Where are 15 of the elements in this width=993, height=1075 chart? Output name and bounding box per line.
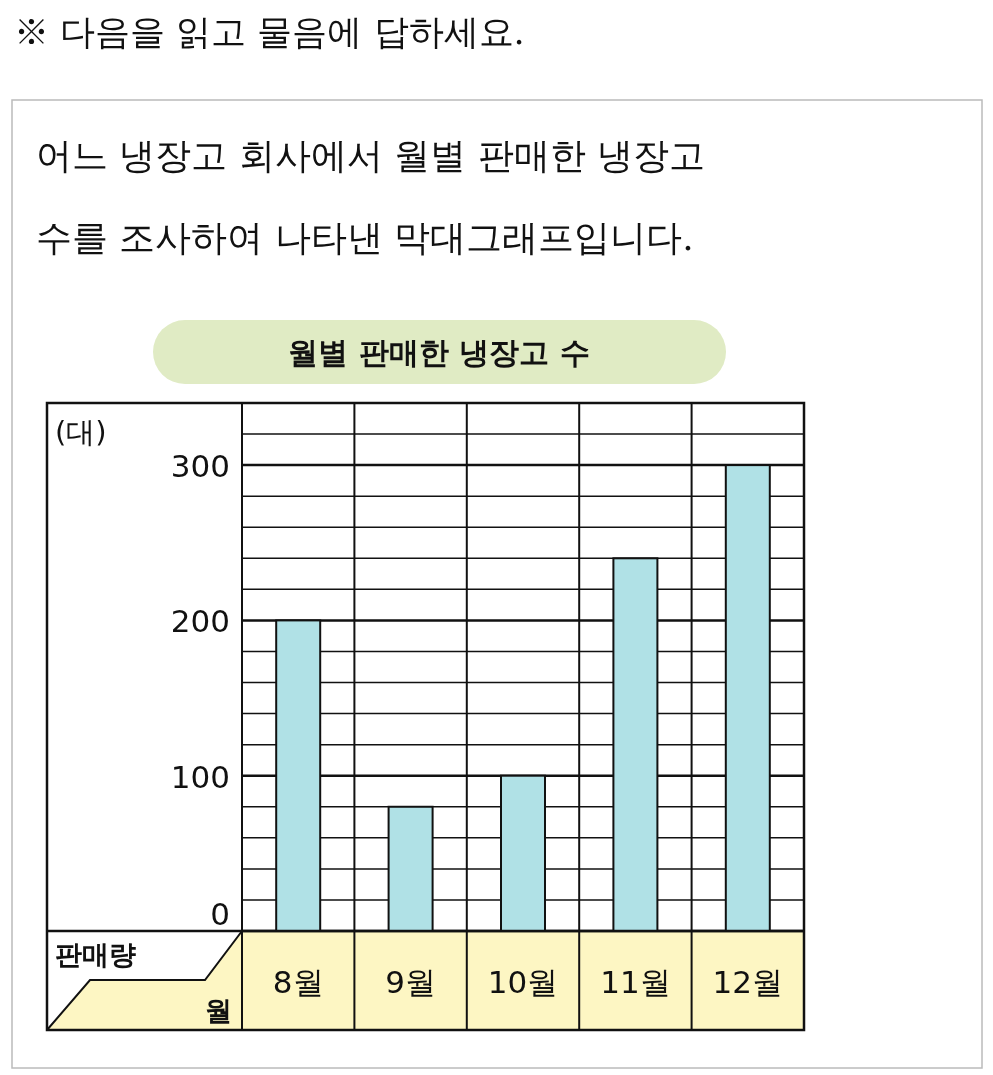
y-tick-label: 300 <box>170 448 230 485</box>
chart-title: 월별 판매한 냉장고 수 <box>288 335 590 370</box>
y-axis-title: 판매량 <box>55 939 136 970</box>
y-tick-label: 100 <box>170 758 230 795</box>
x-axis-title: 월 <box>205 995 232 1026</box>
x-tick-label: 10월 <box>487 964 559 1000</box>
annotation: ※ 다음을 읽고 물음에 답하세요. <box>14 12 525 52</box>
annotation: 어느 냉장고 회사에서 월별 판매한 냉장고 수를 조사하여 나타낸 막대그래프입니다. <box>36 135 706 258</box>
x-tick-label: 11월 <box>600 964 671 1000</box>
x-tick-label: 8월 <box>272 964 324 1000</box>
x-tick-label: 9월 <box>385 964 436 1000</box>
y-tick-label: 0 <box>210 896 230 932</box>
text: (대) <box>55 415 107 449</box>
x-tick-label: 12월 <box>712 964 784 1000</box>
y-tick-label: 200 <box>170 603 230 640</box>
